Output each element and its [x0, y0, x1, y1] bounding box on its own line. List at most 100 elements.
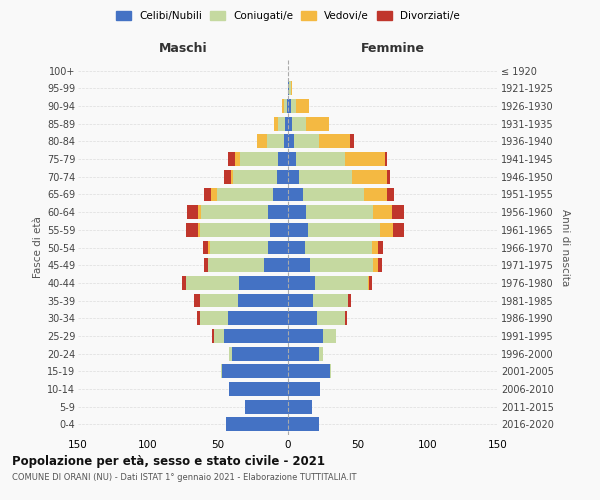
Bar: [229, 346, 232, 360]
Bar: [319, 346, 323, 360]
Bar: [305, 240, 372, 254]
Bar: [310, 258, 373, 272]
Bar: [272, 188, 288, 202]
Bar: [287, 99, 288, 113]
Bar: [388, 170, 390, 183]
Bar: [186, 276, 239, 290]
Bar: [385, 152, 388, 166]
Bar: [393, 223, 404, 236]
Bar: [377, 240, 383, 254]
Bar: [224, 170, 230, 183]
Bar: [288, 82, 289, 95]
Bar: [238, 294, 288, 308]
Bar: [288, 312, 317, 325]
Bar: [288, 329, 323, 343]
Bar: [222, 364, 288, 378]
Bar: [277, 170, 288, 183]
Bar: [288, 99, 291, 113]
Bar: [268, 205, 288, 219]
Bar: [368, 276, 369, 290]
Bar: [241, 152, 278, 166]
Bar: [306, 117, 329, 130]
Bar: [288, 134, 293, 148]
Bar: [388, 188, 394, 202]
Bar: [285, 117, 288, 130]
Bar: [209, 240, 268, 254]
Bar: [346, 312, 347, 325]
Bar: [186, 223, 199, 236]
Bar: [346, 152, 385, 166]
Bar: [288, 418, 319, 432]
Bar: [288, 223, 308, 236]
Bar: [239, 276, 288, 290]
Bar: [288, 258, 310, 272]
Bar: [288, 364, 330, 378]
Bar: [232, 346, 288, 360]
Bar: [208, 240, 209, 254]
Bar: [288, 346, 319, 360]
Bar: [201, 205, 268, 219]
Bar: [274, 117, 278, 130]
Bar: [380, 223, 393, 236]
Bar: [369, 276, 372, 290]
Bar: [284, 99, 287, 113]
Bar: [288, 276, 314, 290]
Bar: [373, 205, 392, 219]
Bar: [199, 223, 200, 236]
Bar: [288, 152, 296, 166]
Bar: [289, 82, 291, 95]
Bar: [288, 205, 306, 219]
Bar: [264, 258, 288, 272]
Bar: [199, 205, 201, 219]
Bar: [229, 382, 288, 396]
Bar: [288, 294, 313, 308]
Bar: [373, 258, 377, 272]
Bar: [212, 329, 214, 343]
Bar: [350, 134, 354, 148]
Bar: [211, 188, 217, 202]
Bar: [228, 312, 288, 325]
Bar: [288, 240, 305, 254]
Bar: [308, 223, 380, 236]
Bar: [288, 382, 320, 396]
Bar: [217, 188, 272, 202]
Bar: [288, 117, 292, 130]
Text: Maschi: Maschi: [158, 42, 208, 54]
Bar: [228, 152, 235, 166]
Bar: [288, 400, 312, 413]
Bar: [392, 205, 404, 219]
Bar: [204, 188, 211, 202]
Bar: [319, 134, 350, 148]
Bar: [187, 205, 199, 219]
Bar: [372, 240, 377, 254]
Bar: [182, 276, 186, 290]
Bar: [203, 240, 208, 254]
Bar: [233, 170, 277, 183]
Bar: [200, 294, 238, 308]
Bar: [230, 170, 233, 183]
Bar: [200, 312, 228, 325]
Bar: [197, 312, 200, 325]
Bar: [291, 82, 292, 95]
Bar: [214, 329, 224, 343]
Bar: [268, 240, 288, 254]
Bar: [278, 117, 285, 130]
Bar: [292, 117, 306, 130]
Bar: [313, 294, 348, 308]
Bar: [377, 258, 382, 272]
Bar: [317, 312, 346, 325]
Bar: [330, 364, 331, 378]
Bar: [364, 188, 388, 202]
Bar: [221, 364, 222, 378]
Bar: [208, 258, 264, 272]
Y-axis label: Fasce di età: Fasce di età: [32, 216, 43, 278]
Bar: [283, 99, 284, 113]
Bar: [267, 134, 284, 148]
Legend: Celibi/Nubili, Coniugati/e, Vedovi/e, Divorziati/e: Celibi/Nubili, Coniugati/e, Vedovi/e, Di…: [116, 11, 460, 21]
Bar: [304, 188, 364, 202]
Bar: [278, 152, 288, 166]
Bar: [323, 329, 335, 343]
Bar: [226, 418, 288, 432]
Text: Popolazione per età, sesso e stato civile - 2021: Popolazione per età, sesso e stato civil…: [12, 455, 325, 468]
Text: Femmine: Femmine: [361, 42, 425, 54]
